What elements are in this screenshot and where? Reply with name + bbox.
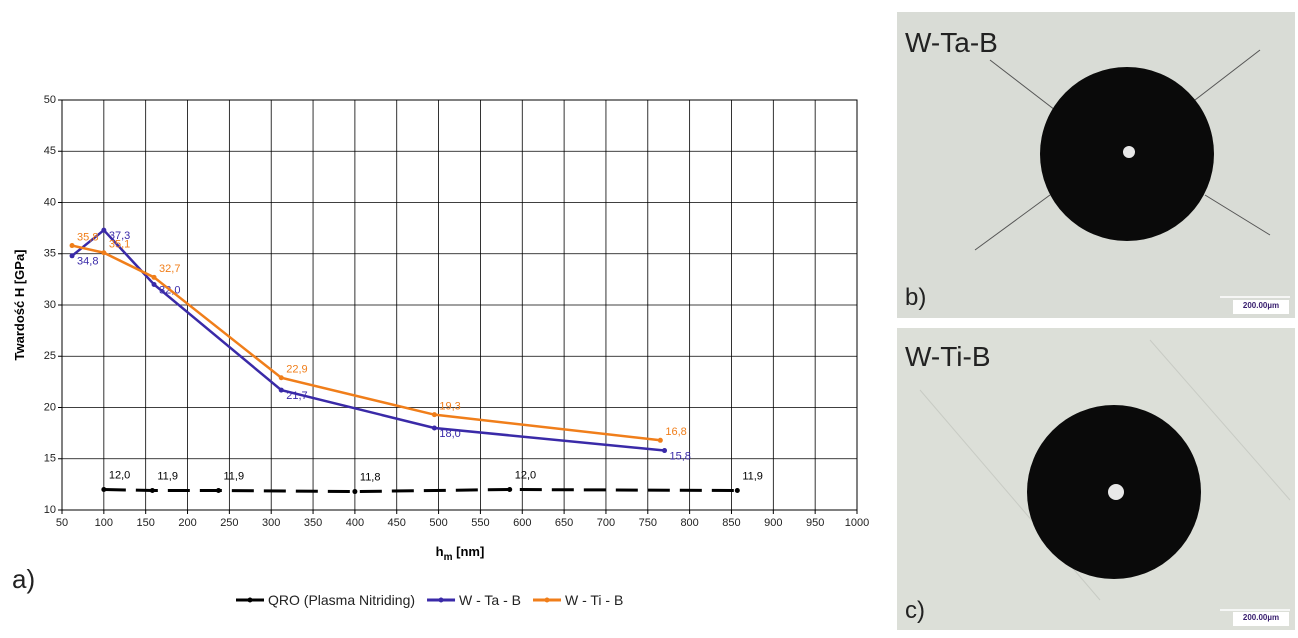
value-label: 12,0 xyxy=(109,469,130,481)
x-tick-label: 600 xyxy=(513,517,531,529)
panel-label: a) xyxy=(12,564,35,594)
crack xyxy=(974,194,1051,251)
data-point xyxy=(215,488,221,494)
y-tick-label: 20 xyxy=(44,401,56,413)
value-label: 18,0 xyxy=(439,428,460,440)
micrograph-b xyxy=(897,12,1295,318)
y-tick-label: 50 xyxy=(44,94,56,106)
panel-label: b) xyxy=(905,284,926,311)
value-label: 32,7 xyxy=(159,263,180,275)
y-tick-label: 30 xyxy=(44,299,56,311)
scale-label: 200.00µm xyxy=(1243,613,1279,622)
scale-box xyxy=(1233,612,1289,626)
panel-label: c) xyxy=(905,597,925,624)
legend-label: W - Ti - B xyxy=(565,592,623,608)
indent-center xyxy=(1108,484,1124,500)
panel-title: W-Ta-B xyxy=(905,27,998,58)
x-tick-label: 300 xyxy=(262,517,280,529)
data-point xyxy=(507,487,513,492)
data-point xyxy=(662,448,668,454)
value-label: 11,9 xyxy=(157,470,178,482)
data-point xyxy=(657,437,663,443)
x-tick-label: 450 xyxy=(388,517,406,529)
x-label-main: h xyxy=(436,544,444,559)
y-tick-label: 40 xyxy=(44,196,56,208)
x-tick-label: 850 xyxy=(722,517,740,529)
x-tick-label: 50 xyxy=(56,517,68,529)
data-point xyxy=(101,487,107,492)
x-label-sub: m xyxy=(444,552,453,563)
value-label: 11,9 xyxy=(223,470,244,482)
data-point xyxy=(69,253,75,259)
y-tick-label: 35 xyxy=(44,248,56,260)
x-tick-label: 950 xyxy=(806,517,824,529)
legend-marker xyxy=(247,597,253,603)
value-label: 16,8 xyxy=(665,426,686,438)
value-label: 21,7 xyxy=(286,390,307,402)
x-tick-label: 900 xyxy=(764,517,782,529)
x-tick-label: 200 xyxy=(178,517,196,529)
value-label: 11,8 xyxy=(360,471,381,483)
x-axis-label: hm [nm] xyxy=(436,544,485,563)
y-axis-label: Twardość H [GPa] xyxy=(12,249,27,360)
panel-title: W-Ti-B xyxy=(905,341,991,372)
data-point xyxy=(101,227,107,233)
x-tick-label: 700 xyxy=(597,517,615,529)
value-label: 19,3 xyxy=(439,401,460,413)
data-point xyxy=(352,489,358,495)
x-tick-label: 750 xyxy=(639,517,657,529)
x-tick-label: 100 xyxy=(95,517,113,529)
x-tick-label: 250 xyxy=(220,517,238,529)
value-label: 34,8 xyxy=(77,256,98,268)
data-point xyxy=(278,387,284,393)
legend-label: QRO (Plasma Nitriding) xyxy=(268,592,415,608)
legend-marker xyxy=(438,597,444,603)
x-tick-label: 800 xyxy=(680,517,698,529)
data-point xyxy=(101,250,107,256)
series-line xyxy=(71,244,661,442)
x-tick-label: 1000 xyxy=(845,517,869,529)
value-label: 12,0 xyxy=(515,469,536,481)
value-label: 22,9 xyxy=(286,364,307,376)
micrograph-c xyxy=(897,328,1295,630)
value-label: 15,8 xyxy=(670,450,691,462)
value-label: 37,3 xyxy=(109,230,130,242)
x-tick-label: 500 xyxy=(429,517,447,529)
data-point xyxy=(278,375,284,381)
crack xyxy=(989,59,1056,111)
scale-label: 200.00µm xyxy=(1243,301,1279,310)
value-label: 35,1 xyxy=(109,239,130,251)
series-line xyxy=(71,228,665,452)
crack xyxy=(1204,194,1271,236)
data-point xyxy=(151,282,157,287)
y-tick-label: 45 xyxy=(44,145,56,157)
data-point xyxy=(149,488,155,494)
data-point xyxy=(151,274,157,280)
y-tick-label: 15 xyxy=(44,453,56,465)
data-point xyxy=(734,488,740,494)
x-tick-label: 350 xyxy=(304,517,322,529)
x-tick-label: 400 xyxy=(346,517,364,529)
series-line xyxy=(103,487,738,494)
data-point xyxy=(69,243,75,249)
y-tick-label: 10 xyxy=(44,504,56,516)
x-tick-label: 150 xyxy=(137,517,155,529)
x-tick-label: 650 xyxy=(555,517,573,529)
crack xyxy=(1194,49,1261,101)
value-label: 35,8 xyxy=(77,231,98,243)
y-tick-label: 25 xyxy=(44,350,56,362)
data-point xyxy=(431,425,437,431)
scale-box xyxy=(1233,300,1289,314)
scratch xyxy=(1149,339,1291,501)
legend-label: W - Ta - B xyxy=(459,592,521,608)
legend-marker xyxy=(544,597,550,603)
x-tick-label: 550 xyxy=(471,517,489,529)
indent-center xyxy=(1123,146,1135,158)
x-label-unit: [nm] xyxy=(453,544,485,559)
value-label: 11,9 xyxy=(742,470,763,482)
data-point xyxy=(431,412,437,418)
